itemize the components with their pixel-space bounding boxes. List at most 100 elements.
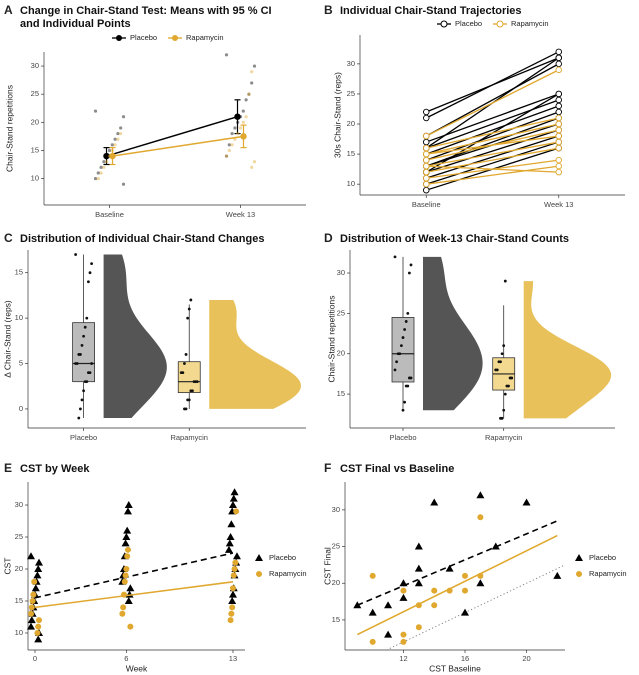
data-point <box>90 262 93 266</box>
data-point <box>252 160 257 164</box>
data-point <box>252 64 257 68</box>
half-violin <box>423 256 483 411</box>
data-point <box>230 572 237 579</box>
data-point <box>80 343 84 347</box>
x-tick-label: Week 13 <box>544 200 573 209</box>
legend-label: Rapamycin <box>186 33 224 42</box>
y-tick-label: 25 <box>31 89 39 98</box>
data-point <box>241 109 245 113</box>
data-point <box>401 408 405 412</box>
fit-line <box>34 552 234 599</box>
data-point <box>430 498 439 506</box>
legend-label: Rapamycin <box>269 569 307 578</box>
data-point <box>226 533 235 541</box>
fit-line <box>356 520 558 606</box>
data-point <box>107 148 112 153</box>
panel-title: CST Final vs Baseline <box>340 463 454 475</box>
y-tick-label: 25 <box>347 89 355 98</box>
half-violin <box>103 254 167 419</box>
data-point <box>29 597 36 604</box>
y-tick-label: 15 <box>332 615 340 624</box>
data-point <box>404 384 408 388</box>
legend-marker <box>576 571 582 577</box>
data-point <box>431 602 438 609</box>
trajectory <box>426 135 559 155</box>
data-point <box>121 578 128 585</box>
y-tick-label: 15 <box>347 149 355 158</box>
mean-point <box>103 152 110 160</box>
data-point <box>408 376 411 380</box>
data-point <box>189 298 193 302</box>
data-point <box>231 566 238 573</box>
data-point <box>499 416 502 420</box>
data-point <box>116 137 120 141</box>
data-point <box>127 623 134 630</box>
y-tick-label: 15 <box>337 389 345 398</box>
trajectory-point <box>555 138 563 146</box>
data-point <box>393 255 397 259</box>
box <box>72 322 95 383</box>
y-tick-label: 10 <box>15 313 23 322</box>
trajectory-point <box>555 66 563 74</box>
x-tick-label: 6 <box>124 654 128 663</box>
data-point <box>122 533 131 541</box>
y-axis-label: Δ Chair-Stand (reps) <box>2 300 12 378</box>
legend-label: Rapamycin <box>511 19 549 28</box>
panel-label: B <box>324 3 333 17</box>
y-tick-label: 25 <box>332 542 340 551</box>
trajectory-point <box>555 156 563 164</box>
data-point <box>77 416 81 420</box>
data-point <box>119 610 126 617</box>
trajectory <box>426 141 559 167</box>
y-tick-label: 25 <box>337 308 345 317</box>
data-point <box>399 593 408 601</box>
data-point <box>119 126 123 130</box>
data-point <box>93 109 98 113</box>
y-tick-label: 20 <box>337 349 345 358</box>
legend-marker <box>496 20 504 28</box>
legend-marker <box>255 554 263 561</box>
y-tick-label: 15 <box>31 145 39 154</box>
half-violin <box>209 299 301 409</box>
data-point <box>35 558 44 566</box>
y-tick-label: 30 <box>332 505 340 514</box>
data-point <box>124 553 131 560</box>
data-point <box>83 380 87 384</box>
y-axis-label: CST <box>2 558 12 575</box>
trajectory-point <box>555 120 563 128</box>
data-point <box>227 617 234 624</box>
data-point <box>414 542 423 550</box>
trajectory-point <box>423 162 430 170</box>
legend-marker <box>440 20 448 28</box>
data-point <box>28 610 35 617</box>
trajectory <box>426 165 559 173</box>
data-point <box>393 368 397 372</box>
data-point <box>230 488 239 496</box>
trajectory <box>426 165 559 185</box>
legend-marker <box>172 35 178 41</box>
trajectory <box>426 99 559 149</box>
data-point <box>445 564 454 572</box>
data-point <box>508 376 512 380</box>
fit-line <box>356 534 558 636</box>
data-point <box>497 360 501 364</box>
data-point <box>74 362 77 365</box>
trajectory <box>426 123 559 155</box>
legend-marker <box>575 554 583 561</box>
data-point <box>400 631 407 638</box>
trajectory-point <box>423 156 430 164</box>
data-point <box>122 572 129 579</box>
data-point <box>522 498 531 506</box>
trajectory <box>425 63 560 137</box>
y-tick-label: 30 <box>347 59 355 68</box>
data-point <box>74 253 77 256</box>
data-point <box>431 587 438 594</box>
identity-line <box>386 564 565 650</box>
data-point <box>400 638 407 645</box>
y-tick-label: 0 <box>19 404 23 413</box>
data-point <box>500 352 504 356</box>
panel-label: D <box>324 231 333 245</box>
data-point <box>224 53 229 57</box>
trajectory-point <box>423 168 430 176</box>
